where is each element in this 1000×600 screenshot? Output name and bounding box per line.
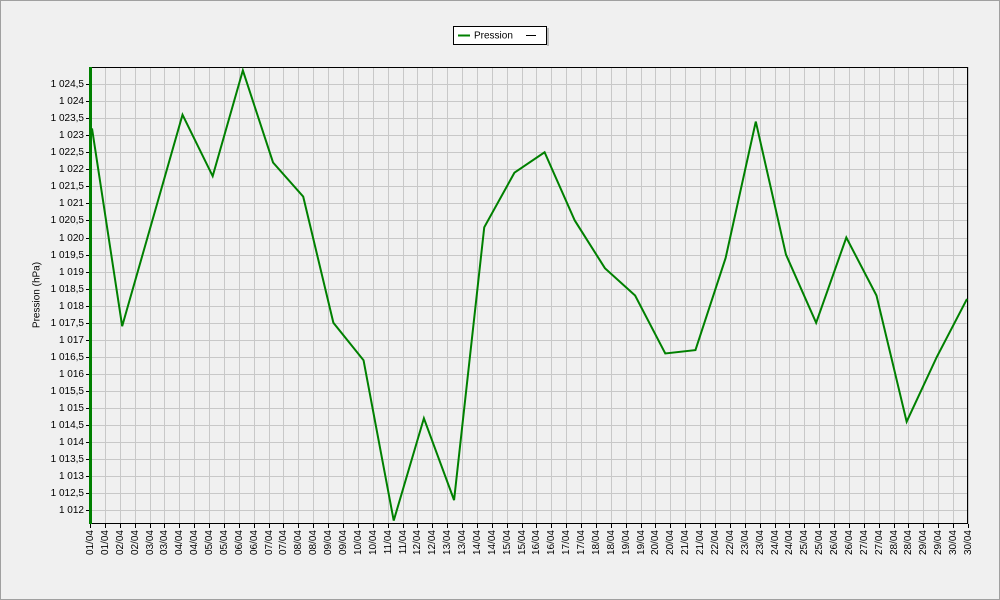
x-tick-label: 16/04: [531, 530, 542, 555]
x-tick-label: 03/04: [145, 530, 156, 555]
x-tick-label: 06/04: [234, 530, 245, 555]
x-tick-label: 05/04: [204, 530, 215, 555]
x-tick-label: 07/04: [264, 530, 275, 555]
x-tick-label: 01/04: [85, 530, 96, 555]
x-tick-label: 14/04: [472, 530, 483, 555]
x-tick-label: 08/04: [293, 530, 304, 555]
y-tick-label: 1 014,5: [51, 420, 85, 431]
x-tick-label: 30/04: [948, 530, 959, 555]
grid: [90, 67, 969, 524]
x-tick-label: 05/04: [219, 530, 230, 555]
x-tick-label: 11/04: [398, 530, 409, 555]
x-tick-label: 24/04: [770, 530, 781, 555]
y-tick-label: 1 018,5: [51, 284, 85, 295]
x-tick-label: 28/04: [903, 530, 914, 555]
x-tick-label: 19/04: [621, 530, 632, 555]
x-tick-label: 19/04: [636, 530, 647, 555]
x-tick-label: 04/04: [189, 530, 200, 555]
y-tick-label: 1 015,5: [51, 386, 85, 397]
y-tick-label: 1 019,5: [51, 250, 85, 261]
line-series: [91, 66, 968, 521]
x-tick-label: 25/04: [814, 530, 825, 555]
y-tick-label: 1 024,5: [51, 79, 85, 90]
y-tick-label: 1 013: [59, 471, 84, 482]
x-tick-label: 12/04: [412, 530, 423, 555]
y-tick-label: 1 016,5: [51, 352, 85, 363]
x-tick-label: 14/04: [487, 530, 498, 555]
x-tick-label: 02/04: [130, 530, 141, 555]
x-tick-label: 15/04: [517, 530, 528, 555]
plot-area: [90, 67, 968, 524]
y-tick-label: 1 022: [59, 164, 84, 175]
y-tick-label: 1 012,5: [51, 488, 85, 499]
y-tick-label: 1 017: [59, 335, 84, 346]
y-tick-label: 1 023,5: [51, 113, 85, 124]
x-tick-label: 20/04: [665, 530, 676, 555]
x-tick-label: 23/04: [740, 530, 751, 555]
x-tick-label: 30/04: [963, 530, 974, 555]
y-tick-label: 1 013,5: [51, 454, 85, 465]
y-tick-label: 1 017,5: [51, 318, 85, 329]
x-tick-label: 28/04: [889, 530, 900, 555]
x-tick-label: 17/04: [576, 530, 587, 555]
x-tick-label: 26/04: [829, 530, 840, 555]
x-tick-label: 22/04: [710, 530, 721, 555]
x-tick-label: 13/04: [442, 530, 453, 555]
y-tick-label: 1 018: [59, 301, 84, 312]
legend: Pression: [453, 26, 549, 46]
x-tick-label: 04/04: [174, 530, 185, 555]
x-tick-label: 26/04: [844, 530, 855, 555]
x-tick-label: 02/04: [115, 530, 126, 555]
x-tick-label: 13/04: [457, 530, 468, 555]
x-tick-label: 07/04: [278, 530, 289, 555]
x-tick-label: 27/04: [859, 530, 870, 555]
x-tick-label: 10/04: [368, 530, 379, 555]
legend-label: Pression: [474, 31, 513, 42]
x-tick-label: 11/04: [383, 530, 394, 555]
x-tick-label: 01/04: [100, 530, 111, 555]
x-tick-label: 16/04: [546, 530, 557, 555]
x-tick-label: 21/04: [680, 530, 691, 555]
x-tick-label: 09/04: [338, 530, 349, 555]
x-tick-label: 10/04: [353, 530, 364, 555]
legend-box: [453, 26, 547, 45]
y-tick-label: 1 014: [59, 437, 84, 448]
y-tick-label: 1 021,5: [51, 181, 85, 192]
x-tick-label: 23/04: [755, 530, 766, 555]
x-tick-label: 27/04: [874, 530, 885, 555]
y-tick-label: 1 019: [59, 267, 84, 278]
x-tick-label: 03/04: [159, 530, 170, 555]
y-tick-label: 1 024: [59, 96, 84, 107]
y-tick-label: 1 012: [59, 505, 84, 516]
y-tick-label: 1 020,5: [51, 215, 85, 226]
x-tick-label: 29/04: [918, 530, 929, 555]
y-axis-label: Pression (hPa): [32, 262, 43, 328]
x-tick-label: 12/04: [427, 530, 438, 555]
y-tick-label: 1 023: [59, 130, 84, 141]
x-tick-label: 09/04: [323, 530, 334, 555]
x-tick-label: 18/04: [591, 530, 602, 555]
x-tick-label: 22/04: [725, 530, 736, 555]
x-tick-label: 20/04: [650, 530, 661, 555]
y-tick-label: 1 015: [59, 403, 84, 414]
x-tick-label: 29/04: [933, 530, 944, 555]
x-tick-label: 18/04: [606, 530, 617, 555]
x-tick-label: 25/04: [799, 530, 810, 555]
x-tick-label: 06/04: [249, 530, 260, 555]
x-tick-label: 15/04: [502, 530, 513, 555]
x-tick-label: 24/04: [784, 530, 795, 555]
x-tick-label: 08/04: [308, 530, 319, 555]
x-tick-label: 21/04: [695, 530, 706, 555]
y-tick-label: 1 020: [59, 233, 84, 244]
y-tick-label: 1 016: [59, 369, 84, 380]
x-tick-label: 17/04: [561, 530, 572, 555]
y-tick-label: 1 021: [59, 198, 84, 209]
y-tick-label: 1 022,5: [51, 147, 85, 158]
